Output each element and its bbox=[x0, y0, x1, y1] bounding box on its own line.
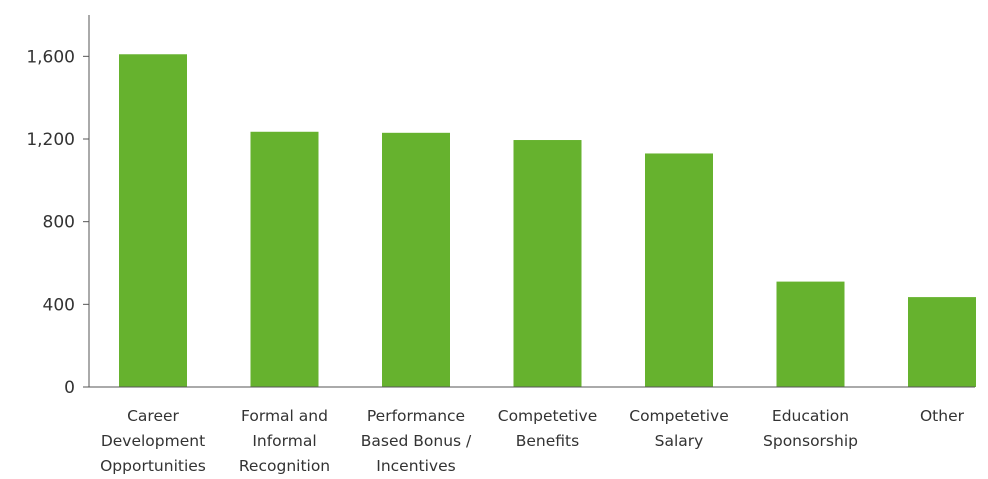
y-axis: 0 400 800 1,200 1,600 bbox=[26, 15, 90, 398]
bar bbox=[645, 153, 713, 387]
x-tick-label-line: Education bbox=[772, 407, 849, 425]
x-tick-label-line: Salary bbox=[655, 432, 704, 450]
x-tick-label-line: Benefits bbox=[516, 432, 579, 450]
x-tick-label-line: Formal and bbox=[241, 407, 328, 425]
x-axis: Career Development Opportunities Formal and… bbox=[89, 386, 975, 475]
x-tick-label-line: Opportunities bbox=[100, 457, 206, 475]
x-tick-label-line: Incentives bbox=[376, 457, 455, 475]
y-tick-label: 400 bbox=[43, 295, 75, 315]
x-tick-label: Performance Based Bonus / Incentives bbox=[361, 407, 472, 475]
x-tick-label-line: Other bbox=[920, 407, 965, 425]
x-tick-label: Education Sponsorship bbox=[763, 407, 858, 450]
x-tick-label: Competetive Benefits bbox=[498, 407, 598, 450]
y-tick-label: 800 bbox=[43, 213, 75, 233]
bar bbox=[776, 281, 845, 387]
x-tick-label: Other bbox=[920, 407, 965, 425]
x-tick-label: Competetive Salary bbox=[629, 407, 729, 450]
x-tick-label-line: Competetive bbox=[498, 407, 598, 425]
x-tick-label: Career Development Opportunities bbox=[100, 407, 206, 475]
bars bbox=[119, 54, 976, 388]
x-tick-label-line: Career bbox=[127, 407, 179, 425]
bar bbox=[119, 54, 187, 388]
bar bbox=[513, 140, 582, 387]
x-tick-label-line: Competetive bbox=[629, 407, 729, 425]
y-tick-label: 1,200 bbox=[26, 130, 75, 150]
bar bbox=[250, 131, 319, 387]
x-tick-label: Formal and Informal Recognition bbox=[239, 407, 330, 475]
x-tick-label-line: Recognition bbox=[239, 457, 330, 475]
x-tick-label-line: Development bbox=[101, 432, 205, 450]
x-tick-label-line: Performance bbox=[367, 407, 465, 425]
bar bbox=[908, 297, 976, 387]
x-tick-label-line: Based Bonus / bbox=[361, 432, 472, 450]
bar bbox=[382, 132, 450, 387]
x-tick-label-line: Informal bbox=[252, 432, 316, 450]
y-tick-label: 1,600 bbox=[26, 47, 75, 67]
x-tick-label-line: Sponsorship bbox=[763, 432, 858, 450]
y-tick-label: 0 bbox=[64, 378, 75, 398]
